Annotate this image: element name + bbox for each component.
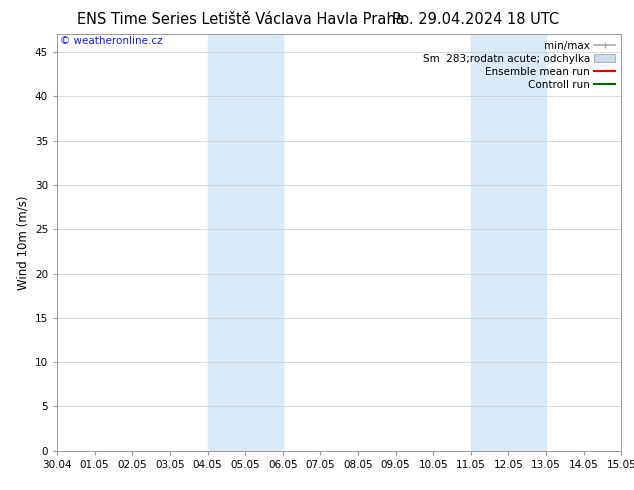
- Text: ENS Time Series Letiště Václava Havla Praha: ENS Time Series Letiště Václava Havla Pr…: [77, 12, 404, 27]
- Y-axis label: Wind 10m (m/s): Wind 10m (m/s): [16, 196, 29, 290]
- Text: Po. 29.04.2024 18 UTC: Po. 29.04.2024 18 UTC: [392, 12, 559, 27]
- Text: © weatheronline.cz: © weatheronline.cz: [60, 36, 162, 47]
- Bar: [471, 34, 508, 451]
- Bar: [508, 34, 546, 451]
- Bar: [207, 34, 245, 451]
- Bar: [245, 34, 283, 451]
- Legend: min/max, Sm  283;rodatn acute; odchylka, Ensemble mean run, Controll run: min/max, Sm 283;rodatn acute; odchylka, …: [418, 36, 619, 94]
